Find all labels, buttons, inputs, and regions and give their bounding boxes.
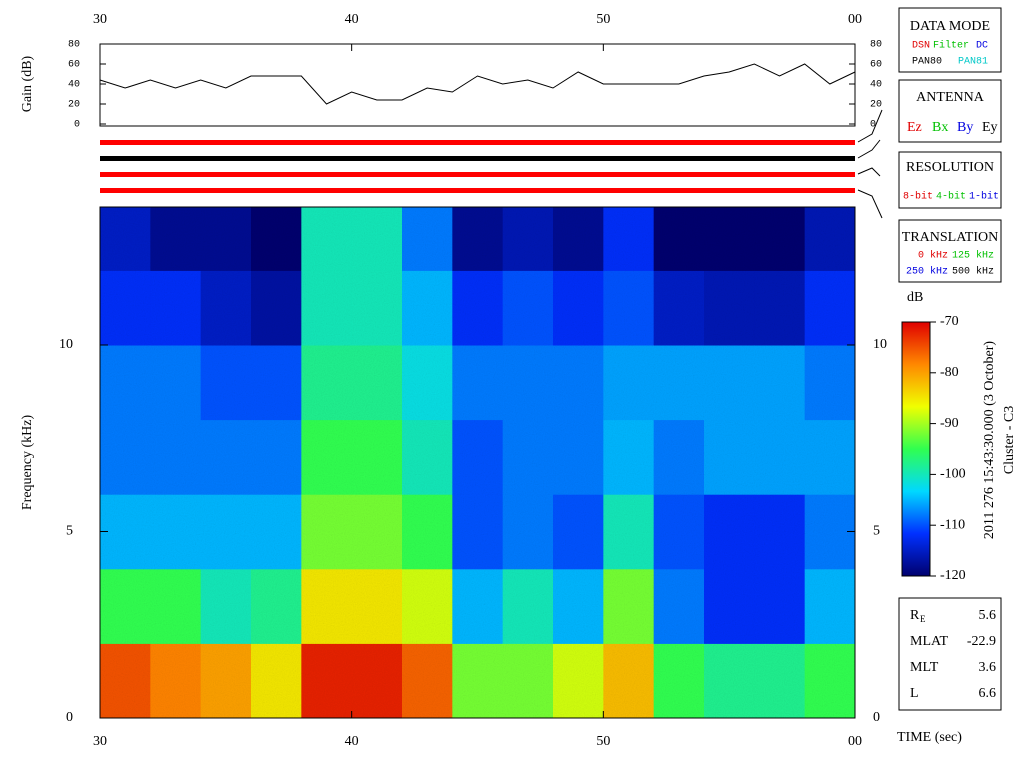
status-bars: [100, 109, 883, 219]
x-tick-label: 40: [345, 12, 359, 27]
info-label: MLAT: [910, 634, 949, 649]
x-tick-label: 00: [848, 734, 862, 749]
x-tick-label: 30: [93, 12, 107, 27]
legend-item: Ez: [907, 120, 922, 135]
translation-panel: TRANSLATION 0 kHz 125 kHz 250 kHz 500 kH…: [898, 219, 1002, 283]
panel-box: [898, 151, 1002, 209]
legend-item: DSN: [912, 41, 930, 52]
panel-title: TRANSLATION: [902, 230, 998, 245]
resolution-panel: RESOLUTION 8-bit 4-bit 1-bit: [898, 151, 1002, 209]
legend-item: 1-bit: [969, 191, 999, 203]
info-value: 5.6: [979, 608, 997, 623]
timestamp: 2011 276 15:43:30.000 (3 October): [982, 341, 997, 540]
y-tick-label: 0: [74, 120, 80, 131]
status-bar: [100, 172, 855, 177]
info-label: L: [910, 686, 919, 701]
info-label: R: [910, 608, 920, 623]
y-tick-label-right: 5: [873, 524, 880, 539]
info-value: 6.6: [979, 686, 997, 701]
y-tick-label-right: 0: [873, 710, 880, 725]
connector: [857, 109, 883, 219]
spacecraft: Cluster - C3: [1002, 406, 1017, 474]
x-axis-label: TIME (sec): [897, 730, 962, 745]
legend-item: Filter: [933, 40, 969, 52]
legend-item: PAN80: [912, 57, 942, 68]
x-tick-label: 40: [345, 734, 359, 749]
colorbar-tick-label: -80: [940, 365, 959, 380]
y-tick-label: 10: [59, 337, 73, 352]
texture: [100, 207, 855, 718]
colorbar-tick-label: -70: [940, 314, 959, 329]
panel-title: RESOLUTION: [906, 160, 994, 175]
y-tick-label-right: 60: [870, 60, 882, 71]
y-tick-label: 5: [66, 524, 73, 539]
status-bar: [100, 188, 855, 193]
y-tick-label: 60: [68, 60, 80, 71]
info-value: -22.9: [967, 634, 996, 649]
info-label: MLT: [910, 660, 939, 675]
legend-item: Ey: [982, 120, 998, 135]
panel-box: [898, 597, 1002, 711]
plot-frame: [99, 43, 856, 127]
panel-box: [898, 7, 1002, 73]
legend-item: 125 kHz: [952, 250, 994, 262]
colorbar-tick-label: -100: [940, 467, 966, 482]
legend-item: 0 kHz: [918, 250, 948, 262]
y-tick-label-right: 10: [873, 337, 887, 352]
info-value: 3.6: [979, 660, 997, 675]
y-tick-label: 40: [68, 80, 80, 91]
gain-line: [99, 63, 856, 105]
panel-title: ANTENNA: [916, 90, 985, 105]
x-tick-label: 50: [596, 734, 610, 749]
x-tick-label: 00: [848, 12, 862, 27]
y-tick-label-right: 20: [870, 100, 882, 111]
colorbar-tick-label: -90: [940, 416, 959, 431]
legend-item: 4-bit: [936, 191, 966, 203]
legend-item: By: [957, 120, 973, 135]
y-tick-label: 20: [68, 100, 80, 111]
y-axis-label: Gain (dB): [20, 55, 35, 112]
y-tick-label: 0: [66, 710, 73, 725]
info-panel: R E 5.6 MLAT -22.9 MLT 3.6 L 6.6: [898, 597, 1002, 711]
plot-frame: [99, 206, 856, 719]
colorbar-tick-label: -110: [940, 517, 965, 532]
x-tick-label: 30: [93, 734, 107, 749]
legend-item: PAN81: [958, 57, 988, 68]
panel-title: DATA MODE: [910, 19, 990, 34]
legend-item: Bx: [932, 120, 948, 135]
y-tick-label: 80: [68, 40, 80, 51]
y-tick-label-right: 0: [870, 120, 876, 131]
status-bar: [100, 140, 855, 145]
status-bar: [100, 156, 855, 161]
data-mode-panel: DATA MODE DSN Filter DC PAN80 PAN81: [898, 7, 1002, 73]
panel-box: [898, 219, 1002, 283]
legend-item: 8-bit: [903, 191, 933, 203]
y-tick-label-right: 80: [870, 40, 882, 51]
legend-item: DC: [976, 41, 988, 52]
panel-box: [898, 79, 1002, 143]
y-tick-label-right: 40: [870, 80, 882, 91]
colorbar-label: dB: [907, 290, 923, 305]
legend-item: 250 kHz: [906, 266, 948, 278]
y-axis-label: Frequency (kHz): [20, 415, 35, 511]
info-subscript: E: [920, 614, 926, 624]
antenna-panel: ANTENNA Ez Bx By Ey: [898, 79, 1002, 143]
legend-item: 500 kHz: [952, 266, 994, 278]
colorbar: [901, 321, 931, 577]
colorbar-tick-label: -120: [940, 568, 966, 583]
x-tick-label: 50: [596, 12, 610, 27]
